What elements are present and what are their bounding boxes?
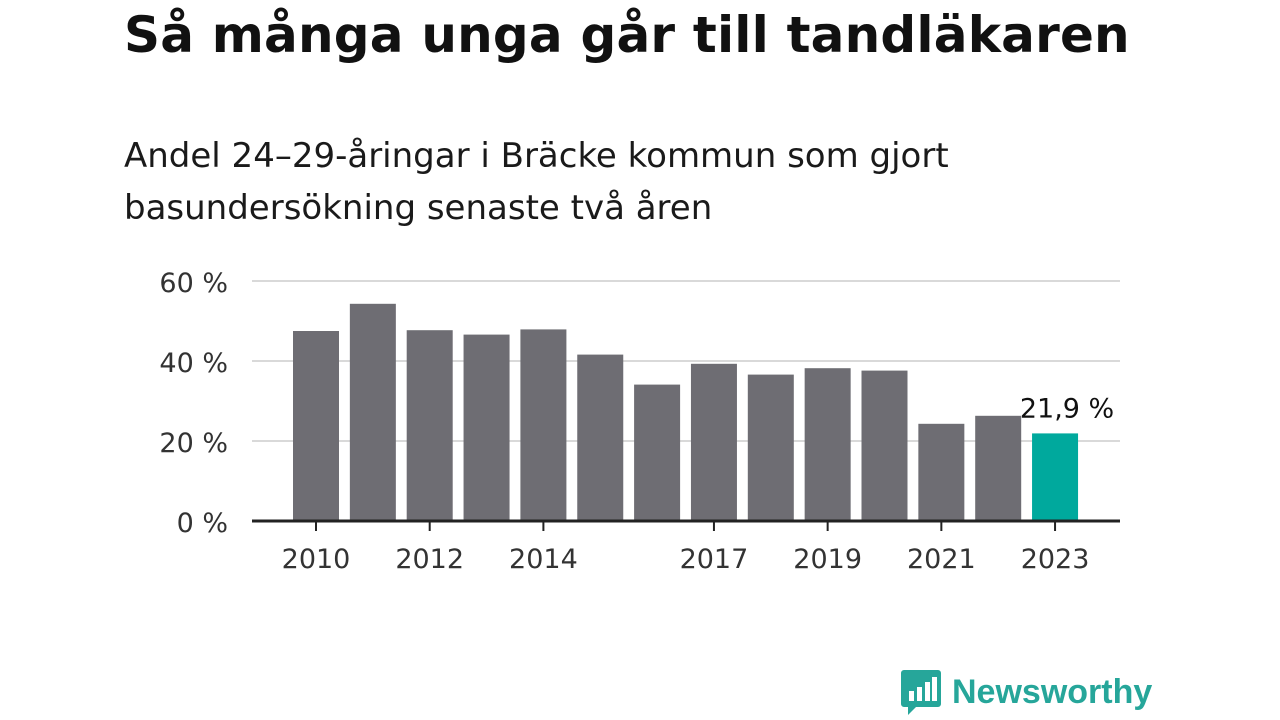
bars [293, 303, 1079, 521]
brand-logo: Newsworthy [900, 668, 1152, 716]
x-tick-label: 2017 [680, 544, 749, 575]
bar-2020 [861, 370, 908, 521]
chart-subtitle: Andel 24–29-åringar i Bräcke kommun som … [124, 136, 949, 228]
newsworthy-logo-icon [901, 670, 941, 715]
chart-title: Så många unga går till tandläkaren [124, 6, 1130, 64]
bar-2022 [975, 415, 1022, 521]
y-tick-label: 40 % [159, 348, 228, 379]
bar-2021 [918, 423, 965, 521]
bar-2013 [463, 334, 510, 521]
bar-2011 [349, 303, 396, 521]
x-tick-label: 2014 [509, 544, 578, 575]
bar-2023 [1032, 433, 1079, 521]
annotation-background [1027, 387, 1102, 424]
brand-name: Newsworthy [952, 672, 1153, 711]
bar-2015 [577, 354, 624, 521]
y-tick-label: 20 % [159, 428, 228, 459]
bar-2017 [690, 363, 737, 521]
annotation-label: 21,9 % [1020, 393, 1114, 424]
x-tick-label: 2021 [907, 544, 976, 575]
bar-2012 [406, 330, 453, 521]
x-tick-label: 2012 [395, 544, 464, 575]
y-axis-ticks: 0 % 20 % 40 % 60 % [159, 268, 228, 539]
x-axis-ticks: 2010 2012 2014 2017 2019 2021 2023 [282, 521, 1090, 575]
bar-2018 [747, 374, 794, 521]
annotations: 21,9 % [1020, 387, 1114, 424]
bar-2016 [634, 384, 681, 521]
y-tick-label: 0 % [177, 508, 228, 539]
x-tick-label: 2019 [793, 544, 862, 575]
x-tick-label: 2023 [1021, 544, 1090, 575]
bar-2014 [520, 329, 567, 521]
y-tick-label: 60 % [159, 268, 228, 299]
x-tick-label: 2010 [282, 544, 351, 575]
bar-2010 [293, 331, 339, 521]
bar-2019 [804, 368, 851, 521]
